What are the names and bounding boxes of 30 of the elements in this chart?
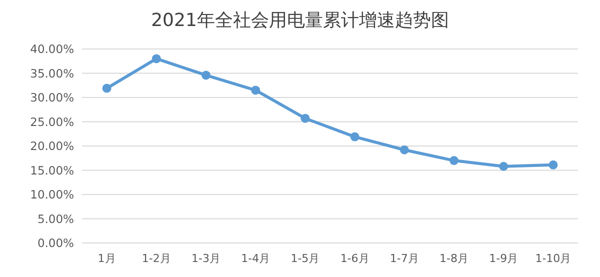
y-tick-label: 40.00% [30, 42, 74, 56]
point [350, 132, 360, 142]
y-tick-label: 20.00% [30, 139, 74, 153]
chart-title: 2021年全社会用电量累计增速趋势图 [151, 10, 449, 31]
y-tick-label: 10.00% [30, 188, 74, 202]
x-tick-label: 1-7月 [390, 252, 419, 265]
point [450, 156, 458, 166]
x-tick-label: 1-9月 [489, 252, 518, 265]
point [152, 54, 161, 64]
x-tick-label: 1-6月 [340, 252, 370, 265]
y-tick-label: 15.00% [30, 163, 74, 178]
point [300, 114, 310, 123]
point [102, 84, 112, 93]
x-tick-label: 1月 [98, 252, 116, 265]
x-tick-label: 1-10月 [535, 252, 572, 265]
y-tick-label: 30.00% [30, 90, 74, 104]
point [548, 160, 558, 170]
y-tick-label: 25.00% [30, 114, 74, 129]
point [400, 145, 409, 154]
x-tick-label: 1-3月 [192, 252, 220, 265]
x-tick-label: 1-2月 [142, 252, 171, 265]
x-tick-label: 1-8月 [440, 252, 468, 265]
x-tick-label: 1-5月 [290, 252, 320, 265]
point [499, 162, 508, 171]
y-tick-label: 35.00% [30, 66, 74, 80]
y-tick-label: 0.00% [37, 236, 74, 250]
x-tick-label: 1-4月 [241, 252, 270, 265]
point [251, 86, 260, 95]
point [202, 70, 210, 80]
y-tick-label: 5.00% [37, 212, 74, 226]
